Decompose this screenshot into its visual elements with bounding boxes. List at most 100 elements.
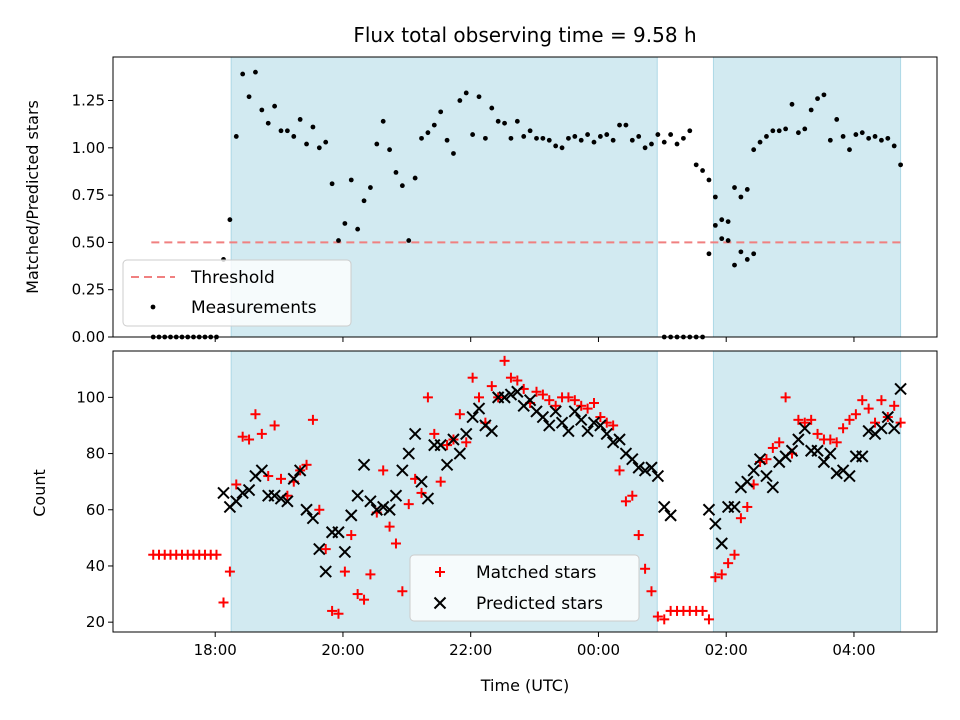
measurement-point [399,183,405,189]
measurement-point [304,141,309,147]
measurement-point [355,226,361,232]
measurement-point [495,118,501,124]
measurement-point [476,94,482,100]
predicted-x-b [242,483,256,497]
predicted-star-point [575,413,588,427]
measurement-point [840,134,846,139]
matched-star-point [646,586,657,597]
predicted-x-b [230,495,243,508]
predicted-star-point [485,424,498,438]
predicted-star-point [856,450,869,463]
measurement-point [757,139,763,145]
measurement-point [444,137,450,143]
measurement-point [566,135,571,141]
predicted-star-point [504,388,518,401]
measurement-point [891,143,897,149]
measurement-point [502,120,507,126]
measurement-point [725,238,731,243]
matched-star-point [403,499,414,510]
measurement-point [508,135,514,141]
matched-star-point [263,471,274,482]
predicted-star-point [600,427,613,441]
predicted-star-point [396,464,409,477]
predicted-x-b [606,436,620,449]
measurement-point [470,132,476,137]
predicted-x-b [319,565,332,578]
predicted-star-point [658,500,671,514]
predicted-star-point [523,393,537,407]
measurement-point [534,135,539,141]
matched-star-point [595,412,606,423]
predicted-star-point [543,419,556,432]
y-tick-label: 0.25 [72,281,105,299]
predicted-x-b [453,447,467,460]
predicted-star-point [389,489,403,502]
predicted-x-b [376,500,390,514]
predicted-x-b [856,450,869,463]
predicted-x-b [715,537,728,550]
predicted-x-b [709,517,722,531]
measurement-point [451,151,456,156]
measurement-point [879,137,884,143]
predicted-star-point [843,469,856,483]
measurement-point [597,134,603,139]
predicted-star-point [402,447,415,460]
measurement-point [617,122,622,128]
measurement-point [866,135,872,141]
measurement-point [738,194,744,200]
measurement-point [693,162,699,168]
predicted-star-point [715,537,728,550]
matched-star-point [531,386,542,397]
predicted-star-point [709,517,722,531]
matched-star-point [780,392,791,403]
matched-star-point [550,400,561,411]
measurement-point [719,217,725,223]
predicted-star-point [230,495,243,508]
measurement-point [725,219,731,224]
predicted-star-point [626,452,639,466]
predicted-x-b [479,419,492,432]
matched-star-point [512,375,523,386]
predicted-x-b [747,464,760,477]
y-tick-label: 40 [86,557,105,575]
matched-star-point [620,496,631,507]
legend-measurement-swatch [150,304,156,310]
matched-star-point [275,473,286,484]
predicted-x-b [402,447,415,460]
measurement-point [297,117,303,122]
measurement-point [789,101,795,107]
measurement-point [629,137,635,143]
predicted-x-b [389,489,403,502]
y-tick-label: 1.00 [72,139,105,157]
x-tick-label: 18:00 [194,641,237,659]
predicted-star-point [434,438,447,452]
predicted-star-point [587,416,601,429]
matched-star-point [442,440,453,451]
predicted-star-point [338,545,352,559]
predicted-x-b [651,469,665,483]
predicted-star-point [255,464,269,477]
measurement-point [425,130,431,136]
measurement-point [527,128,533,134]
predicted-x-b [255,464,269,477]
predicted-star-point [728,500,741,514]
measurement-point [732,262,737,268]
predicted-x-b [504,388,518,401]
predicted-x-b [511,385,524,398]
measurement-point [457,98,463,103]
predicted-x-b [587,416,601,429]
measurement-point [827,137,833,143]
predicted-star-point [440,458,454,472]
observing-window-shade [712,350,902,633]
matched-star-point [320,544,331,555]
predicted-star-point [887,422,901,435]
y-tick-label: 0.50 [72,233,105,251]
measurement-point [291,134,297,139]
matched-star-point [365,569,376,580]
predicted-x-b [785,444,799,457]
measurement-point [687,128,693,134]
legend-predicted-label: Predicted stars [476,594,603,614]
measurement-point [348,177,354,183]
predicted-star-point [581,424,594,438]
